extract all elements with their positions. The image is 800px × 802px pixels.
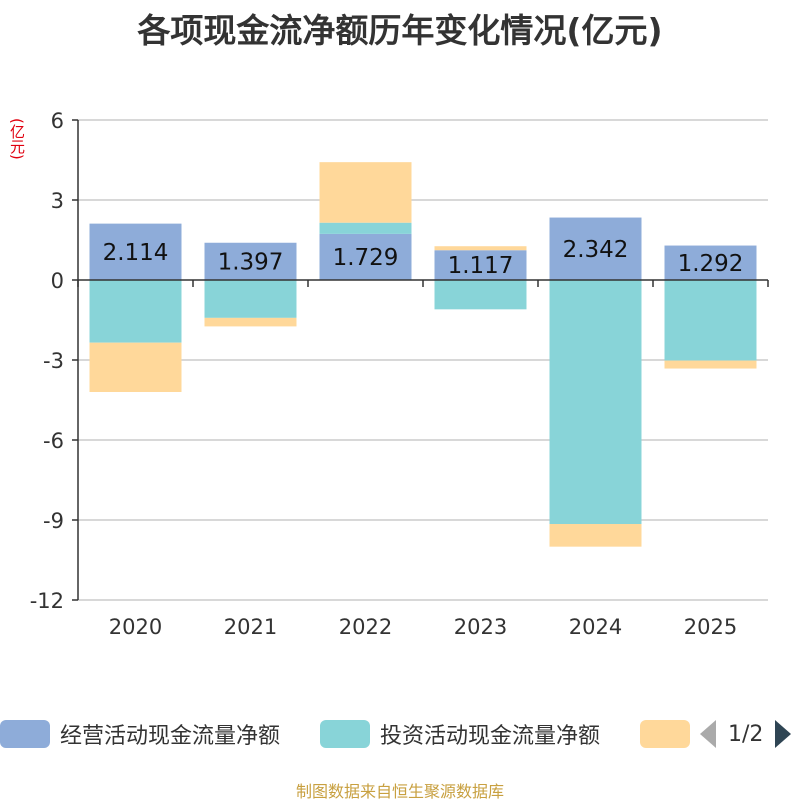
pager-prev-icon[interactable] xyxy=(700,720,716,748)
pager-next-icon[interactable] xyxy=(775,720,792,748)
bars xyxy=(89,162,757,547)
legend: 经营活动现金流量净额 投资活动现金流量净额 xyxy=(0,714,800,754)
data-source-footer: 制图数据来自恒生聚源数据库 xyxy=(295,782,504,801)
data-label-2022: 1.729 xyxy=(333,245,399,271)
bar-2023-series-1[interactable] xyxy=(434,280,527,310)
data-label-2021: 1.397 xyxy=(218,249,284,275)
legend-label-operating: 经营活动现金流量净额 xyxy=(60,724,281,749)
data-labels: 2.114 1.397 1.729 1.117 2.342 1.292 xyxy=(103,237,744,279)
legend-pager: 1/2 xyxy=(700,714,792,754)
grid-lines xyxy=(78,119,768,601)
y-tick-label-5: -9 xyxy=(43,509,64,533)
bar-2020-series-0[interactable] xyxy=(89,223,182,280)
bar-2022-series-0[interactable] xyxy=(319,233,412,280)
x-tick-label-2025: 2025 xyxy=(684,615,737,639)
legend-item-operating[interactable]: 经营活动现金流量净额 xyxy=(0,714,280,754)
bar-2022-series-2[interactable] xyxy=(319,162,412,223)
bar-2023-series-0[interactable] xyxy=(434,250,527,280)
legend-swatch-financing xyxy=(640,720,690,748)
pager-page-indicator: 1/2 xyxy=(728,721,764,747)
legend-swatch-investing xyxy=(320,720,370,748)
bar-2025-series-2[interactable] xyxy=(664,360,757,369)
legend-swatch-operating xyxy=(0,720,50,748)
x-tick-label-2020: 2020 xyxy=(109,615,162,639)
data-label-2020: 2.114 xyxy=(103,240,169,266)
plot-area: 6 3 0 -3 -6 -9 -12 2020 2021 2022 2023 2024 2025 2.1… xyxy=(30,109,769,639)
x-tick-label-2021: 2021 xyxy=(224,615,277,639)
legend-item-financing[interactable] xyxy=(640,714,700,754)
legend-label-investing: 投资活动现金流量净额 xyxy=(380,724,601,749)
bar-2024-series-0[interactable] xyxy=(549,217,642,280)
bar-2023-series-2[interactable] xyxy=(434,246,527,251)
chart-title: 各项现金流净额历年变化情况(亿元) xyxy=(137,11,663,50)
bar-2021-series-2[interactable] xyxy=(204,317,297,327)
axes: 6 3 0 -3 -6 -9 -12 2020 2021 2022 2023 2024 2025 xyxy=(30,109,769,639)
data-label-2023: 1.117 xyxy=(448,253,514,279)
data-label-2024: 2.342 xyxy=(563,237,629,263)
y-tick-label-6: -12 xyxy=(30,589,64,613)
bar-2024-series-1[interactable] xyxy=(549,280,642,524)
bar-2025-series-0[interactable] xyxy=(664,245,757,280)
bar-2025-series-1[interactable] xyxy=(664,280,757,361)
bar-2020-series-1[interactable] xyxy=(89,280,182,343)
y-tick-label-4: -6 xyxy=(43,429,64,453)
y-tick-label-0: 6 xyxy=(51,109,64,133)
bar-2021-series-0[interactable] xyxy=(204,242,297,280)
bar-2024-series-2[interactable] xyxy=(549,524,642,547)
bar-2021-series-1[interactable] xyxy=(204,280,297,318)
y-tick-label-3: -3 xyxy=(43,349,64,373)
bar-2020-series-2[interactable] xyxy=(89,342,182,392)
bar-2022-series-1[interactable] xyxy=(319,222,412,234)
x-tick-label-2022: 2022 xyxy=(339,615,392,639)
y-tick-label-1: 3 xyxy=(51,189,64,213)
data-label-2025: 1.292 xyxy=(678,251,744,277)
legend-item-investing[interactable]: 投资活动现金流量净额 xyxy=(320,714,600,754)
y-axis-unit-label: (亿元) xyxy=(8,118,26,160)
x-tick-label-2024: 2024 xyxy=(569,615,622,639)
x-tick-label-2023: 2023 xyxy=(454,615,507,639)
y-tick-label-2: 0 xyxy=(51,269,64,293)
